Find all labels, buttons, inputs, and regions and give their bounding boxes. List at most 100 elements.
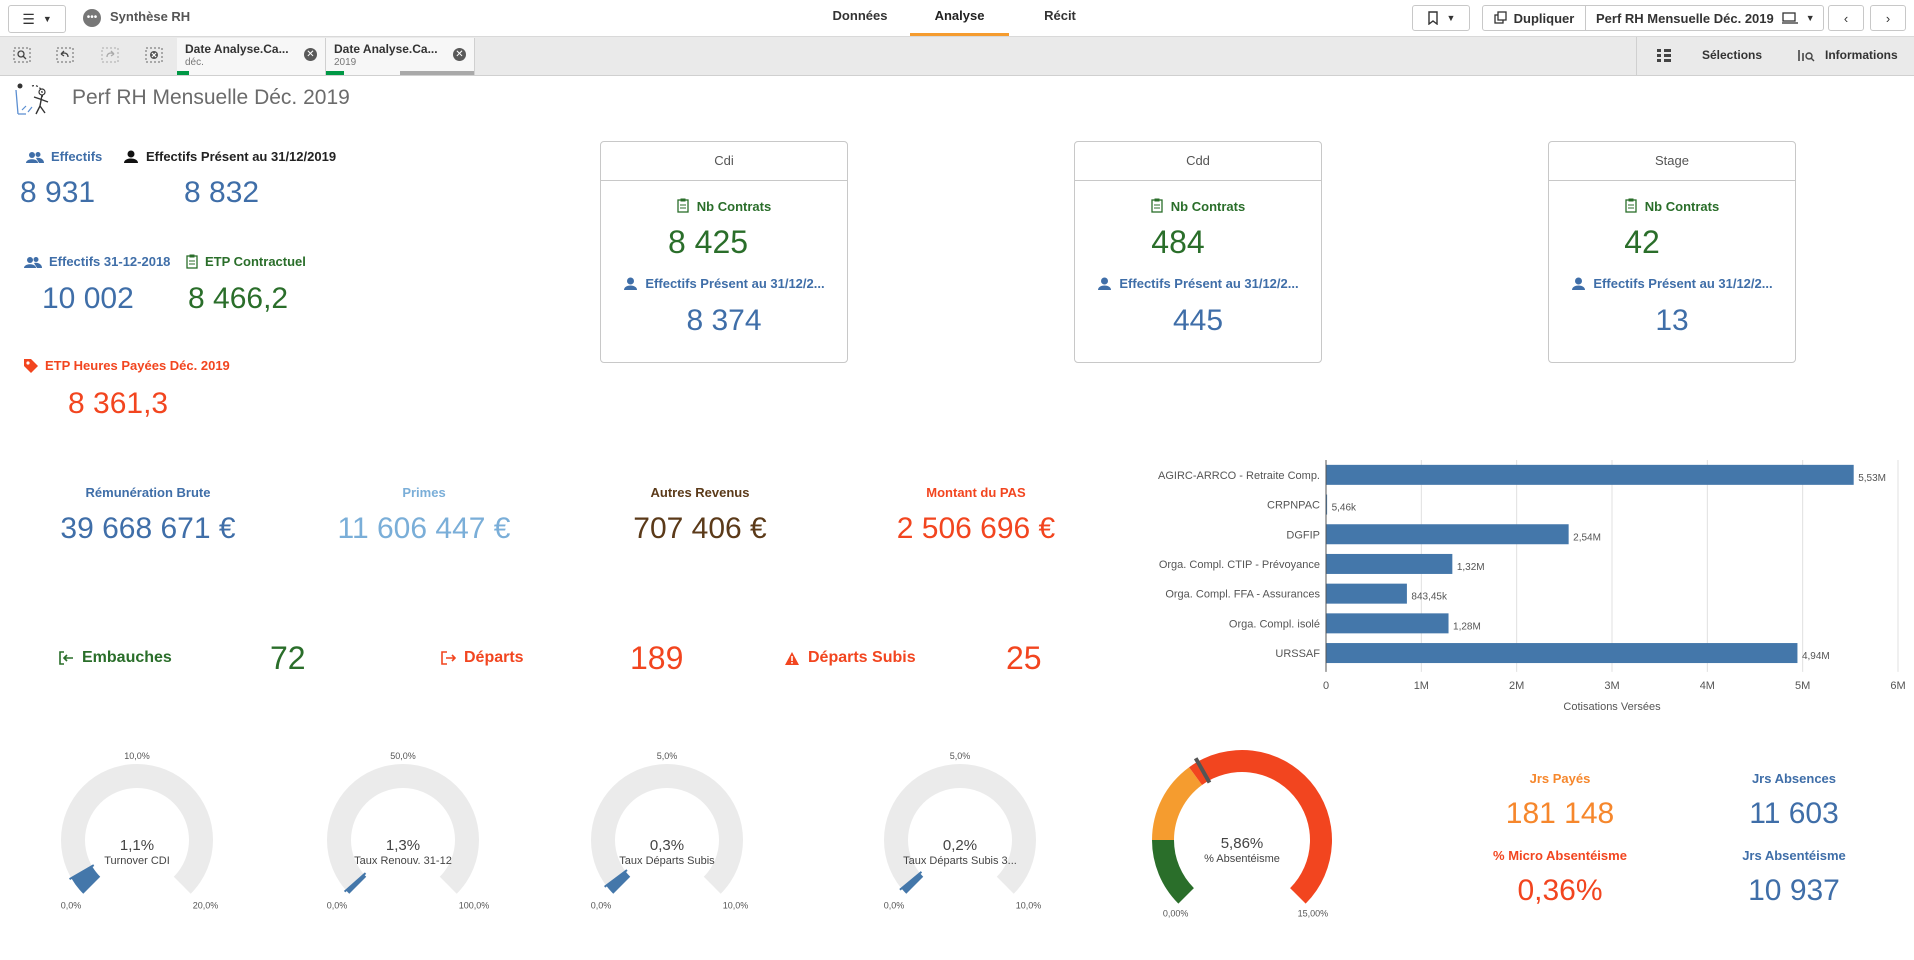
kpi-effectifs-label: Effectifs: [26, 149, 102, 164]
gauge-min-label: 0,0%: [591, 901, 612, 911]
card-present-value: 13: [1655, 304, 1689, 337]
gauge-value: 1,3%: [386, 837, 420, 854]
step-back-icon[interactable]: [55, 47, 75, 65]
gauge-value: 0,2%: [943, 837, 977, 854]
information-label: Informations: [1825, 48, 1898, 62]
jrs-payes-label: Jrs Payés: [1529, 771, 1591, 786]
card-present-value: 8 374: [686, 304, 762, 337]
card-present-label-text: Effectifs Présent au 31/12/2...: [1593, 276, 1773, 291]
tab-recit[interactable]: Récit: [1044, 8, 1076, 23]
gauge-track: [591, 764, 744, 894]
tab-analyse[interactable]: Analyse: [934, 8, 985, 23]
selection-state-bar: [326, 71, 344, 75]
departs-subis-value: 25: [1006, 640, 1042, 676]
x-tick-label: 1M: [1414, 680, 1429, 692]
kpi-etp-label: ETP Contractuel: [186, 254, 306, 269]
kpi-eff2018-value: 10 002: [42, 282, 134, 315]
smart-search-icon[interactable]: [12, 47, 32, 65]
right-panel: [1636, 37, 1914, 75]
gauge-mid-label: 10,0%: [124, 751, 150, 761]
gauge-label: Taux Départs Subis 3...: [903, 855, 1017, 867]
micro-absenteisme-label: % Micro Absentéisme: [1493, 848, 1627, 863]
card-present-label: Effectifs Présent au 31/12/2...: [1075, 276, 1321, 291]
contract-card-cdd: Cdd Nb Contrats 484 Effectifs Présent au…: [1074, 141, 1322, 363]
card-contracts-label-text: Nb Contrats: [1644, 199, 1720, 214]
clear-all-icon[interactable]: [144, 47, 164, 65]
card-header: Stage: [1549, 142, 1795, 181]
warning-icon: [785, 651, 799, 665]
cotisations-bar-chart: 0 1M 2M 3M 4M 5M 6M Cotisations Versées AGIRC-AR…: [1158, 460, 1906, 713]
gauge-band: [1189, 749, 1333, 904]
selection-chip[interactable]: Date Analyse.Ca... 2019 ✕: [326, 38, 475, 75]
y-category-label: Orga. Compl. FFA - Assurances: [1165, 589, 1320, 601]
step-forward-icon[interactable]: [100, 47, 120, 65]
gauge-max-label: 15,00%: [1298, 909, 1329, 919]
card-present-value: 445: [1172, 304, 1224, 337]
pay-brute-value: 39 668 671 €: [60, 512, 236, 545]
bar-data-label: 843,45k: [1411, 592, 1448, 603]
jrs-absenteisme-label: Jrs Absentéisme: [1742, 848, 1846, 863]
jrs-absenteisme-value: 10 937: [1748, 874, 1840, 907]
bar-data-label: 5,53M: [1858, 473, 1886, 484]
embauches-label: Embauches: [58, 649, 172, 667]
users-icon: [26, 151, 44, 163]
micro-absenteisme-value: 0,36%: [1517, 874, 1603, 907]
insights-icon: [1798, 50, 1815, 62]
card-contracts-label: Nb Contrats: [1075, 198, 1321, 214]
duplicate-button[interactable]: Dupliquer: [1482, 5, 1586, 31]
clipboard-icon: [677, 198, 689, 213]
user-icon: [1098, 277, 1112, 290]
gauge-value-arc: [71, 866, 101, 894]
gauge-band: [1152, 767, 1203, 840]
embauches-value: 72: [270, 640, 306, 676]
selection-chip[interactable]: Date Analyse.Ca... déc. ✕: [177, 38, 326, 75]
pay-pas-label: Montant du PAS: [926, 485, 1026, 500]
kpi-effectifs-value: 8 931: [20, 176, 96, 209]
user-icon: [124, 150, 138, 163]
bar: [1326, 524, 1569, 545]
selection-chip-title: Date Analyse.Ca...: [334, 42, 438, 56]
information-button[interactable]: Informations: [1797, 48, 1898, 62]
gauge-band: [1152, 840, 1194, 904]
gauges-area: 1,1%Turnover CDI 0,0% 20,0% 10,0% 1,3%Taux R…: [61, 749, 1333, 919]
gauge-min-label: 0,0%: [61, 901, 82, 911]
gauge-needle: [899, 871, 923, 891]
x-tick-label: 6M: [1890, 680, 1905, 692]
card-contracts-value: 484: [1151, 224, 1205, 260]
gauge-min-label: 0,00%: [1163, 909, 1189, 919]
close-icon[interactable]: ✕: [304, 48, 317, 61]
kpi-present-label-text: Effectifs Présent au 31/12/2019: [146, 149, 337, 164]
departs-label-text: Départs: [464, 649, 524, 666]
next-sheet-button[interactable]: ›: [1870, 5, 1906, 31]
selections-tool-button[interactable]: Sélections: [1656, 48, 1762, 62]
bookmark-button[interactable]: ▼: [1412, 5, 1470, 31]
gauge-needle: [343, 872, 367, 893]
global-menu-button[interactable]: ☰ ▼: [8, 5, 66, 33]
contract-card-stage: Stage Nb Contrats 42 Effectifs Présent a…: [1548, 141, 1796, 363]
gauge-min-label: 0,0%: [327, 901, 348, 911]
tab-donnees[interactable]: Données: [832, 8, 888, 23]
sheet-selector[interactable]: Perf RH Mensuelle Déc. 2019 ▼: [1585, 5, 1824, 31]
gauge-label: Taux Renouv. 31-12: [354, 855, 452, 867]
selection-state-bar-excluded: [400, 71, 474, 75]
card-present-label: Effectifs Présent au 31/12/2...: [601, 276, 847, 291]
gauge-min-label: 0,0%: [884, 901, 905, 911]
kpi-present-label: Effectifs Présent au 31/12/2019: [123, 149, 336, 164]
gauge-needle: [1193, 757, 1212, 784]
close-icon[interactable]: ✕: [453, 48, 466, 61]
gauge-needle: [604, 869, 628, 888]
card-present-label-text: Effectifs Présent au 31/12/2...: [645, 276, 825, 291]
sheet-logo-figure: [15, 83, 49, 115]
selection-chip-value: déc.: [185, 57, 204, 68]
gauge-track: [884, 764, 1036, 894]
duplicate-icon: [1494, 11, 1507, 24]
active-tab-indicator: [910, 33, 1009, 36]
bar: [1326, 494, 1328, 515]
gauge-max-label: 10,0%: [1016, 901, 1042, 911]
gauge-label: Taux Départs Subis: [619, 855, 715, 867]
sheet-selector-label: Perf RH Mensuelle Déc. 2019: [1596, 10, 1774, 26]
card-header: Cdd: [1075, 142, 1321, 181]
gauge-mid-label: 5,0%: [657, 751, 678, 761]
previous-sheet-button[interactable]: ‹: [1828, 5, 1864, 31]
device-icon: [1781, 12, 1798, 24]
